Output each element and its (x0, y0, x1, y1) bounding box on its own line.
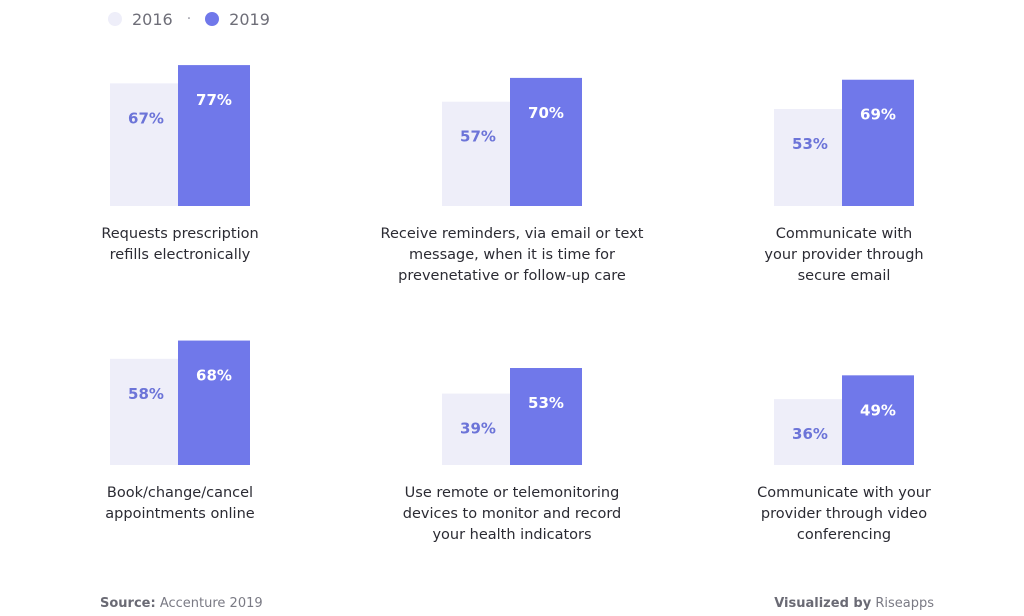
bar-value-label-2019: 53% (528, 394, 564, 412)
chart-caption-5: Communicate with your provider through v… (694, 483, 994, 546)
caption-line: refills electronically (109, 247, 251, 263)
caption-line: prevenetative or follow-up care (398, 268, 626, 284)
caption-line: your health indicators (432, 527, 592, 543)
bar-value-label-2016: 57% (460, 128, 496, 146)
chart-caption-3: Book/change/cancel appointments online (30, 483, 330, 525)
bar-2019 (842, 79, 914, 206)
caption-line: appointments online (105, 506, 255, 522)
legend: 2016 · 2019 (108, 8, 270, 30)
legend-swatch-2016 (108, 12, 122, 26)
legend-item-2019: 2019 (205, 10, 270, 29)
bar-value-label-2016: 36% (792, 425, 828, 443)
bar-2016 (110, 83, 182, 206)
caption-line: provider through video (760, 506, 928, 522)
bar-value-label-2019: 68% (196, 367, 232, 385)
bar-value-label-2019: 77% (196, 91, 232, 109)
bar-2019 (178, 65, 250, 206)
bar-value-label-2016: 39% (460, 420, 496, 438)
caption-line: secure email (797, 268, 891, 284)
bar-value-label-2016: 67% (128, 109, 164, 127)
bar-chart-1: 57% 70% (442, 77, 582, 207)
caption-line: Communicate with your (757, 485, 931, 501)
chart-caption-0: Requests prescription refills electronic… (30, 224, 330, 266)
bar-value-label-2016: 53% (792, 135, 828, 153)
source-value: Accenture 2019 (159, 596, 263, 611)
bar-chart-2: 53% 69% (774, 79, 914, 206)
bar-chart-0: 67% 77% (110, 65, 250, 206)
chart-panel-1: 57% 70% Receive reminders, via email or t… (362, 58, 662, 298)
bar-chart-3: 58% 68% (110, 340, 250, 465)
chart-panel-0: 67% 77% Requests prescription refills ele… (30, 58, 330, 298)
bar-value-label-2016: 58% (128, 385, 164, 403)
caption-line: conferencing (796, 527, 892, 543)
source-label: Source: (100, 596, 156, 611)
chart-caption-4: Use remote or telemonitoring devices to … (362, 483, 662, 546)
bar-chart-4: 39% 53% (442, 368, 582, 465)
chart-panel-2: 53% 69% Communicate with your provider th… (694, 58, 994, 298)
caption-line: Book/change/cancel (106, 485, 254, 501)
caption-line: your provider through (764, 247, 924, 263)
bar-2019 (510, 368, 582, 465)
chart-panel-4: 39% 53% Use remote or telemonitoring devi… (362, 317, 662, 557)
bar-2019 (842, 375, 914, 465)
bar-2016 (442, 101, 514, 206)
bar-value-label-2019: 69% (860, 106, 896, 124)
bar-2019 (178, 340, 250, 465)
bar-2019 (510, 77, 582, 207)
credit-label: Visualized by (774, 596, 872, 611)
credit-note: Visualized by Riseapps (774, 596, 934, 611)
chart-caption-2: Communicate with your provider through s… (694, 224, 994, 287)
caption-line: Use remote or telemonitoring (404, 485, 620, 501)
credit-value: Riseapps (875, 596, 934, 611)
bar-2016 (774, 399, 846, 465)
bar-2016 (110, 358, 182, 465)
bar-value-label-2019: 70% (528, 104, 564, 122)
caption-line: message, when it is time for (409, 247, 615, 263)
caption-line: Communicate with (775, 226, 913, 242)
bar-2016 (774, 109, 846, 206)
caption-line: devices to monitor and record (402, 506, 622, 522)
bar-value-label-2019: 49% (860, 401, 896, 419)
caption-line: Requests prescription (101, 226, 259, 242)
bar-chart-5: 36% 49% (774, 375, 914, 465)
legend-item-2016: 2016 (108, 10, 173, 29)
source-note: Source: Accenture 2019 (100, 596, 263, 611)
legend-swatch-2019 (205, 12, 220, 26)
legend-label-2019: 2019 (229, 9, 270, 29)
legend-label-2016: 2016 (132, 9, 173, 29)
bar-2016 (442, 393, 514, 465)
legend-separator: · (186, 11, 192, 27)
caption-line: Receive reminders, via email or text (380, 226, 644, 242)
chart-caption-1: Receive reminders, via email or text mes… (362, 224, 662, 287)
chart-panel-3: 58% 68% Book/change/cancel appointments o… (30, 317, 330, 557)
chart-panel-5: 36% 49% Communicate with your provider th… (694, 317, 994, 557)
